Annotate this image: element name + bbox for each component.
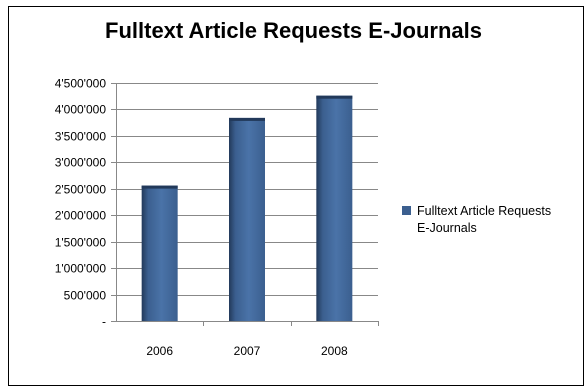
y-tick-label: - — [102, 315, 106, 329]
chart-title: Fulltext Article Requests E-Journals — [105, 18, 482, 43]
y-tick-label: 2'500'000 — [55, 183, 107, 197]
legend-swatch — [402, 206, 411, 215]
y-tick-label: 1'000'000 — [55, 262, 107, 276]
y-tick-label: 500'000 — [64, 289, 107, 303]
x-tick-label: 2008 — [321, 344, 348, 358]
legend-label: E-Journals — [417, 221, 477, 235]
y-tick-label: 3'000'000 — [55, 156, 107, 170]
legend: Fulltext Article Requests E-Journals — [402, 204, 551, 235]
y-tick-label: 4'500'000 — [55, 77, 107, 91]
bar-top-2006 — [141, 185, 178, 189]
bar-top-2007 — [229, 117, 265, 121]
bar-top-2008 — [316, 95, 353, 99]
bar-2008 — [316, 95, 353, 322]
bar-chart: - 500'000 1'000'000 1'500'000 2'000'000 2'500… — [55, 77, 551, 359]
legend-label: Fulltext Article Requests — [417, 204, 551, 218]
y-tick-label: 4'000'000 — [55, 103, 107, 117]
bar-2007 — [229, 117, 265, 321]
chart-frame — [8, 6, 584, 386]
bar-2006 — [141, 185, 178, 321]
axes — [111, 83, 379, 326]
x-tick-label: 2007 — [234, 344, 261, 358]
tick-labels: - 500'000 1'000'000 1'500'000 2'000'000 2'500… — [55, 77, 348, 359]
bars — [141, 95, 353, 322]
x-tick-label: 2006 — [146, 344, 173, 358]
y-tick-label: 3'500'000 — [55, 130, 107, 144]
y-tick-label: 2'000'000 — [55, 209, 107, 223]
y-tick-label: 1'500'000 — [55, 236, 107, 250]
